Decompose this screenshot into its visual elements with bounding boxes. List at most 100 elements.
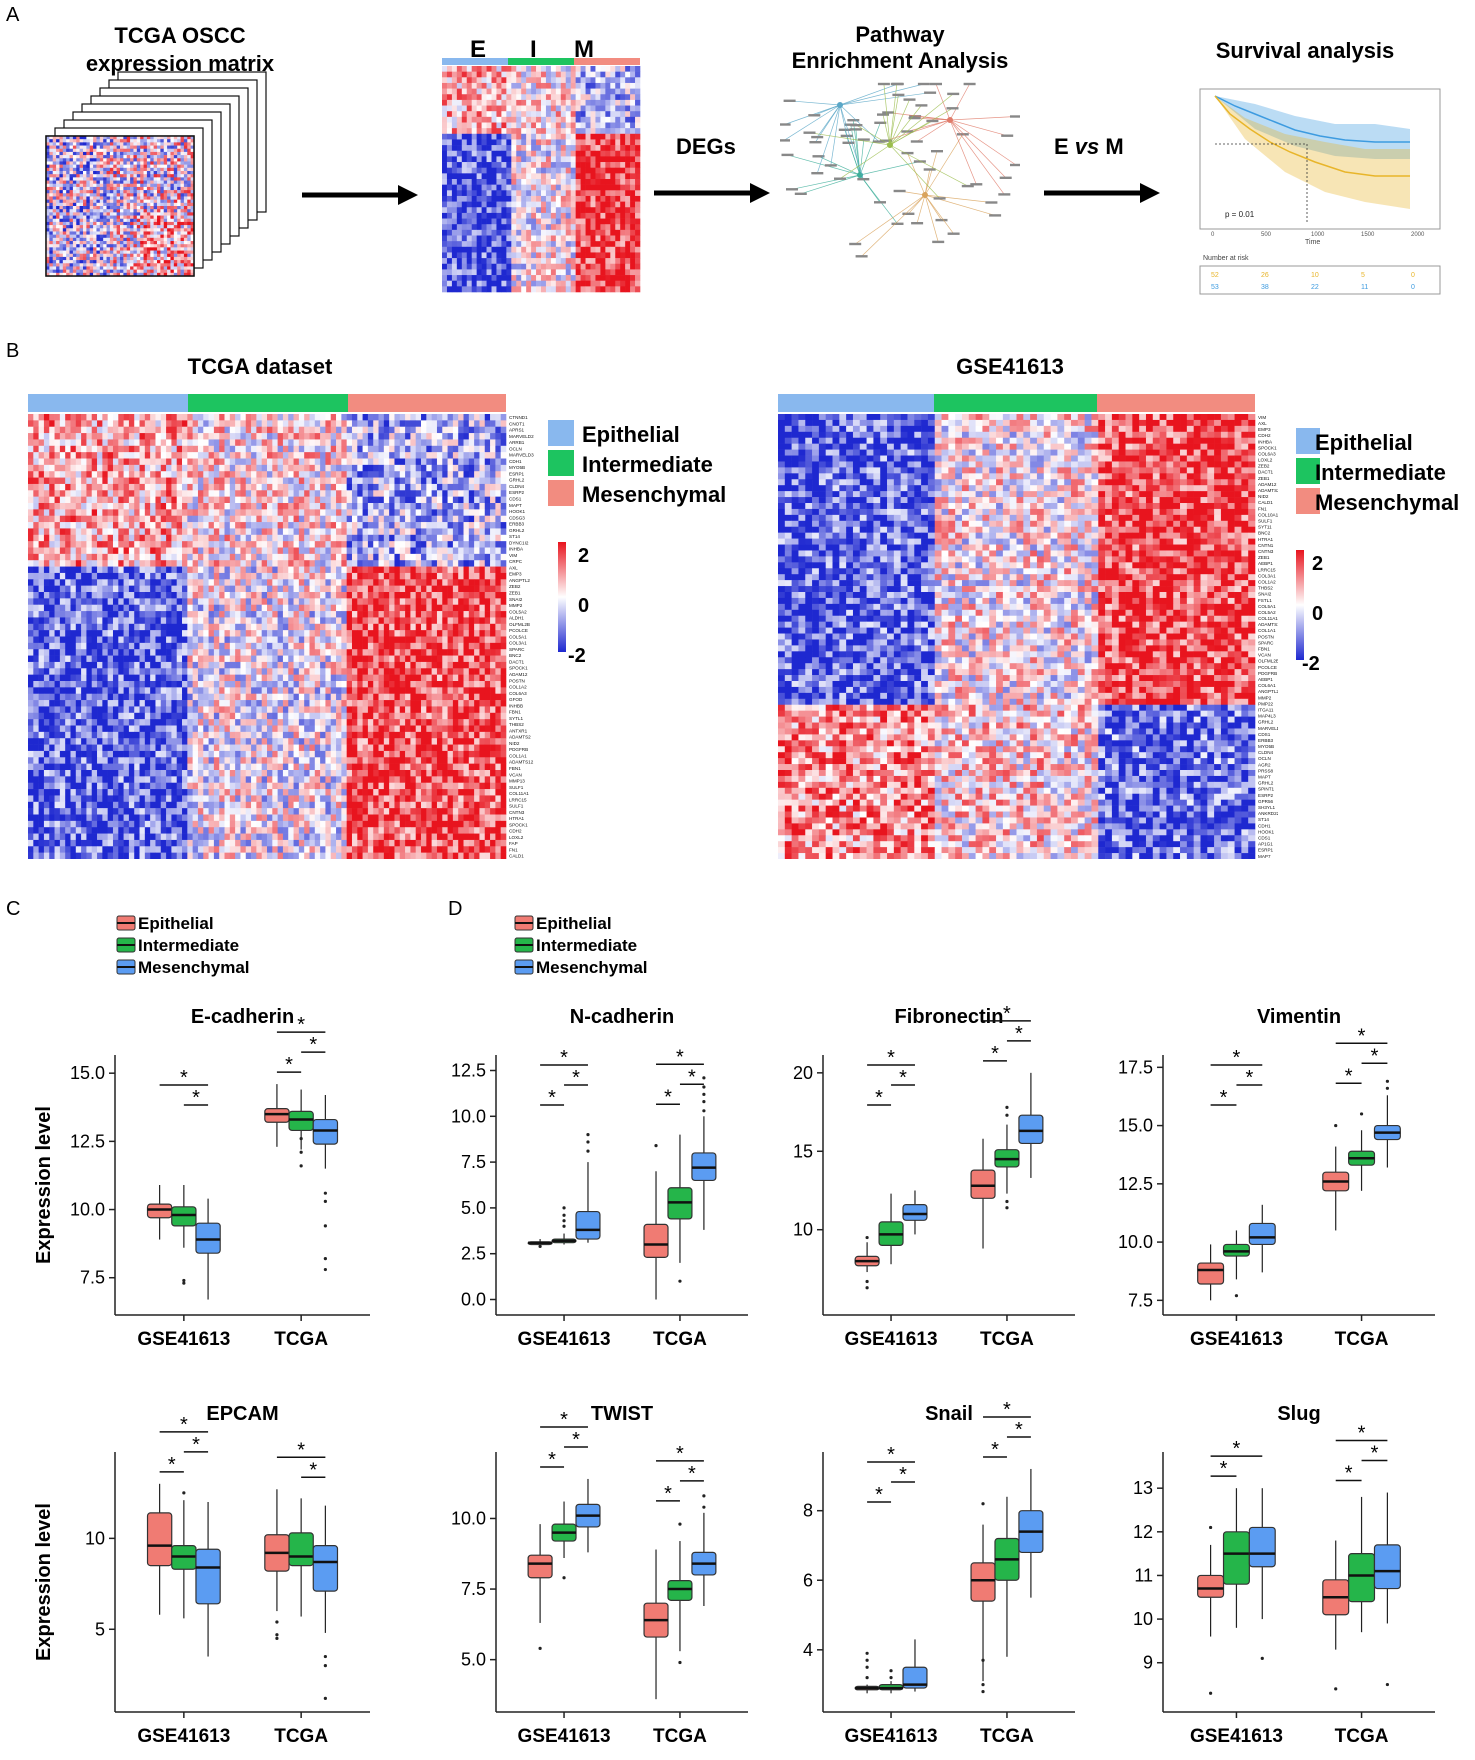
matrix-cell bbox=[157, 272, 161, 277]
matrix-cell bbox=[99, 228, 104, 232]
small-heatmap-cell bbox=[506, 116, 512, 123]
matrix-cell bbox=[120, 186, 124, 191]
small-heatmap-cell bbox=[516, 207, 522, 214]
matrix-cell bbox=[167, 186, 171, 191]
heatmap-left-cell bbox=[431, 426, 438, 434]
matrix-cell bbox=[56, 266, 60, 270]
matrix-cell bbox=[79, 221, 84, 226]
matrix-cell bbox=[62, 161, 67, 165]
matrix-cell bbox=[157, 228, 161, 232]
matrix-cell bbox=[157, 212, 161, 216]
heatmap-left-cell bbox=[75, 471, 82, 478]
heatmap-left-cell bbox=[128, 426, 135, 434]
small-heatmap-cell bbox=[595, 133, 601, 140]
matrix-cell bbox=[187, 218, 191, 223]
matrix-cell bbox=[173, 177, 178, 181]
heatmap-left-cell bbox=[468, 471, 475, 478]
matrix-cell bbox=[116, 164, 121, 169]
small-heatmap-cell bbox=[476, 184, 482, 191]
matrix-cell bbox=[109, 253, 114, 258]
small-heatmap-cell bbox=[630, 179, 636, 185]
matrix-cell bbox=[109, 260, 114, 264]
matrix-cell bbox=[103, 142, 107, 146]
matrix-cell bbox=[146, 161, 151, 165]
small-heatmap-cell bbox=[570, 184, 576, 191]
small-heatmap-cell bbox=[600, 218, 606, 225]
matrix-cell bbox=[150, 244, 154, 248]
small-heatmap-cell bbox=[545, 269, 552, 276]
small-heatmap-cell bbox=[605, 116, 611, 123]
small-heatmap-cell bbox=[501, 156, 507, 163]
heatmap-left-cell bbox=[240, 496, 247, 504]
small-heatmap-cell bbox=[456, 66, 463, 72]
heatmap-left-cell bbox=[367, 477, 374, 485]
matrix-cell bbox=[72, 234, 77, 239]
matrix-cell bbox=[93, 241, 97, 245]
matrix-cell bbox=[106, 253, 111, 258]
matrix-cell bbox=[177, 256, 181, 261]
matrix-cell bbox=[183, 225, 188, 229]
matrix-cell bbox=[190, 158, 195, 162]
heatmap-left-cell bbox=[245, 420, 252, 428]
heatmap-left-cell bbox=[38, 433, 45, 440]
heatmap-left-cell bbox=[351, 471, 358, 478]
heatmap-left-cell bbox=[75, 420, 82, 428]
small-heatmap-cell bbox=[521, 105, 527, 112]
heatmap-left-cell bbox=[33, 464, 39, 472]
heatmap-left-cell bbox=[298, 464, 305, 472]
matrix-cell bbox=[66, 231, 70, 235]
heatmap-left-cell bbox=[139, 420, 146, 428]
small-heatmap-cell bbox=[570, 156, 576, 163]
matrix-cell bbox=[79, 228, 84, 232]
network-node bbox=[956, 133, 969, 136]
matrix-cell bbox=[140, 177, 144, 181]
matrix-cell bbox=[123, 212, 128, 216]
heatmap-left-cell bbox=[118, 433, 124, 440]
heatmap-left-cell bbox=[38, 439, 45, 447]
matrix-cell bbox=[113, 202, 117, 207]
risk-row1-value: 26 bbox=[1261, 272, 1269, 279]
matrix-cell bbox=[99, 266, 104, 270]
matrix-cell bbox=[187, 234, 191, 239]
matrix-cell bbox=[170, 212, 175, 216]
matrix-cell bbox=[126, 269, 131, 274]
matrix-cell bbox=[153, 155, 158, 159]
heatmap-left-cell bbox=[155, 433, 162, 440]
matrix-cell bbox=[153, 221, 158, 226]
small-heatmap-cell bbox=[501, 195, 507, 202]
heatmap-left-cell bbox=[54, 420, 61, 428]
heatmap-left-cell bbox=[160, 426, 167, 434]
matrix-cell bbox=[79, 244, 84, 248]
heatmap-left-cell bbox=[139, 445, 146, 453]
heatmap-left-cell bbox=[49, 414, 55, 421]
matrix-cell bbox=[160, 228, 165, 232]
matrix-cell bbox=[163, 237, 168, 242]
matrix-cell bbox=[52, 237, 57, 242]
matrix-cell bbox=[62, 234, 67, 239]
small-heatmap-cell bbox=[555, 122, 562, 129]
matrix-cell bbox=[173, 250, 178, 255]
matrix-cell bbox=[79, 186, 84, 191]
matrix-cell bbox=[153, 206, 158, 210]
small-heatmap-cell bbox=[635, 99, 641, 106]
small-heatmap-cell bbox=[595, 105, 601, 112]
heatmap-left-cell bbox=[150, 452, 156, 459]
heatmap-left-cell bbox=[176, 452, 183, 459]
matrix-cell bbox=[103, 180, 107, 185]
small-heatmap-cell bbox=[575, 184, 581, 191]
heatmap-left-cell bbox=[171, 490, 178, 497]
small-heatmap-cell bbox=[580, 122, 586, 129]
matrix-cell bbox=[83, 167, 87, 172]
small-heatmap-cell bbox=[521, 133, 527, 140]
small-heatmap-cell bbox=[615, 229, 621, 236]
heatmap-left-cell bbox=[208, 445, 215, 453]
small-heatmap-cell bbox=[570, 286, 576, 293]
network-edge bbox=[889, 99, 910, 146]
small-heatmap-cell bbox=[550, 145, 557, 152]
matrix-cell bbox=[79, 199, 84, 204]
small-heatmap-cell bbox=[615, 179, 621, 185]
matrix-cell bbox=[83, 155, 87, 159]
small-heatmap-cell bbox=[555, 246, 562, 253]
heatmap-left-cell bbox=[362, 490, 369, 497]
matrix-cell bbox=[136, 244, 141, 248]
